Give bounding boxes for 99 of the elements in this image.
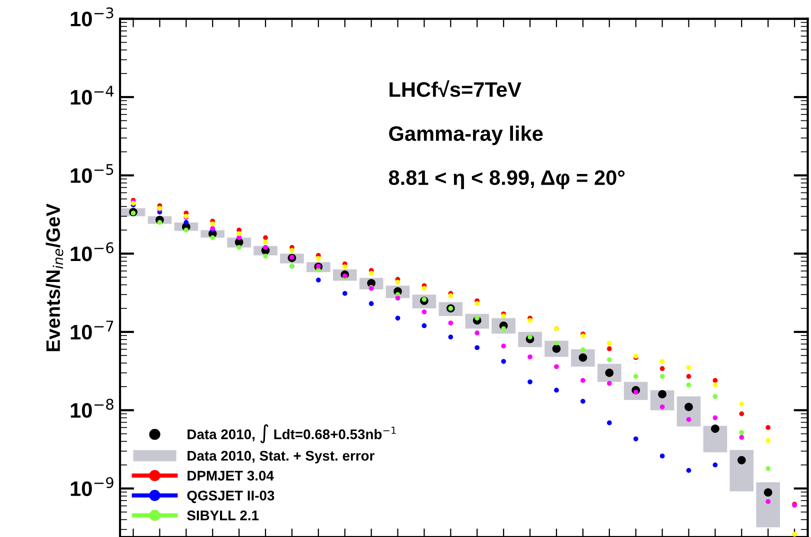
y-tick-label: 10$^{−7}$ bbox=[70, 320, 114, 340]
point bbox=[686, 374, 692, 379]
point bbox=[686, 365, 692, 370]
annotation: 8.81 < η < 8.99, Δφ = 20° bbox=[388, 170, 625, 190]
point bbox=[633, 436, 638, 442]
y-tick-label: 10$^{−3}$ bbox=[70, 7, 114, 26]
point bbox=[686, 382, 692, 388]
point bbox=[422, 310, 427, 314]
point bbox=[528, 318, 532, 323]
point bbox=[316, 278, 321, 282]
point bbox=[368, 270, 374, 276]
point bbox=[739, 402, 744, 406]
point bbox=[554, 364, 559, 370]
point bbox=[422, 297, 427, 302]
point bbox=[764, 488, 772, 497]
point bbox=[263, 235, 268, 240]
point bbox=[501, 358, 506, 364]
y-tick-label: 10$^{−8}$ bbox=[70, 398, 114, 418]
point bbox=[739, 430, 744, 435]
point bbox=[633, 374, 638, 379]
point bbox=[660, 454, 665, 458]
point bbox=[633, 390, 638, 395]
point bbox=[660, 374, 665, 379]
legend-label: QGSJET II-03 bbox=[187, 490, 274, 504]
point bbox=[474, 330, 480, 336]
annotation: LHCf√s=7TeV bbox=[390, 80, 522, 97]
bar bbox=[676, 396, 701, 426]
point bbox=[712, 415, 718, 420]
point bbox=[236, 231, 242, 236]
point bbox=[686, 468, 692, 473]
y-tick-label: 10$^{−6}$ bbox=[70, 242, 114, 262]
point bbox=[184, 220, 189, 225]
point bbox=[316, 256, 321, 261]
point bbox=[501, 344, 506, 348]
point bbox=[737, 456, 746, 464]
point bbox=[236, 245, 242, 250]
point bbox=[501, 314, 506, 318]
point bbox=[263, 240, 268, 245]
point bbox=[528, 379, 532, 384]
point bbox=[580, 398, 586, 404]
point bbox=[395, 316, 400, 321]
point bbox=[739, 434, 744, 440]
bar bbox=[730, 450, 754, 492]
point bbox=[263, 254, 268, 259]
point bbox=[660, 366, 665, 372]
point bbox=[712, 378, 718, 383]
point bbox=[792, 532, 797, 537]
y-tick-label: 10$^{−9}$ bbox=[70, 477, 114, 496]
point bbox=[766, 466, 771, 471]
point bbox=[528, 354, 532, 360]
point bbox=[686, 417, 692, 422]
point bbox=[448, 334, 454, 340]
point bbox=[395, 296, 400, 301]
point bbox=[660, 358, 665, 364]
point bbox=[606, 420, 612, 426]
point bbox=[157, 220, 162, 225]
point bbox=[658, 390, 666, 398]
legend-label: SIBYLL 2.1 bbox=[187, 510, 259, 520]
point bbox=[580, 347, 586, 352]
point bbox=[580, 378, 586, 383]
point bbox=[766, 438, 771, 443]
point bbox=[474, 345, 480, 350]
point bbox=[606, 357, 612, 362]
legend-label: Data 2010, Stat. + Syst. error bbox=[188, 450, 374, 464]
y-axis-title: Events/N$_{ine}$/GeV bbox=[46, 204, 64, 352]
bar bbox=[703, 426, 728, 452]
point bbox=[606, 346, 612, 352]
point bbox=[474, 301, 480, 306]
legend-label: Data 2010, ∫ Ldt=0.68+0.53nb$^{−1}$ bbox=[188, 424, 396, 444]
point bbox=[766, 499, 771, 504]
point bbox=[210, 235, 216, 240]
point bbox=[184, 228, 189, 233]
point bbox=[766, 425, 771, 430]
point bbox=[368, 301, 374, 306]
bar bbox=[756, 482, 780, 528]
point bbox=[739, 411, 744, 416]
point bbox=[422, 286, 427, 291]
point bbox=[712, 394, 718, 399]
point bbox=[606, 380, 612, 386]
y-tick-label: 10$^{−5}$ bbox=[70, 164, 114, 183]
point bbox=[554, 388, 559, 393]
point bbox=[660, 404, 665, 410]
point bbox=[342, 291, 348, 296]
point bbox=[290, 248, 294, 253]
point bbox=[606, 340, 612, 346]
point bbox=[395, 280, 400, 285]
point bbox=[712, 382, 718, 388]
y-tick-label: 10$^{−4}$ bbox=[70, 86, 114, 105]
point bbox=[554, 340, 559, 346]
legend-label: DPMJET 3.04 bbox=[188, 470, 274, 481]
point bbox=[448, 293, 454, 298]
point bbox=[711, 424, 720, 433]
point bbox=[501, 326, 506, 332]
point bbox=[210, 221, 216, 226]
annotation: Gamma-ray like bbox=[389, 126, 543, 146]
point bbox=[342, 264, 348, 270]
point bbox=[712, 462, 718, 468]
point bbox=[448, 320, 454, 326]
point bbox=[422, 323, 427, 328]
